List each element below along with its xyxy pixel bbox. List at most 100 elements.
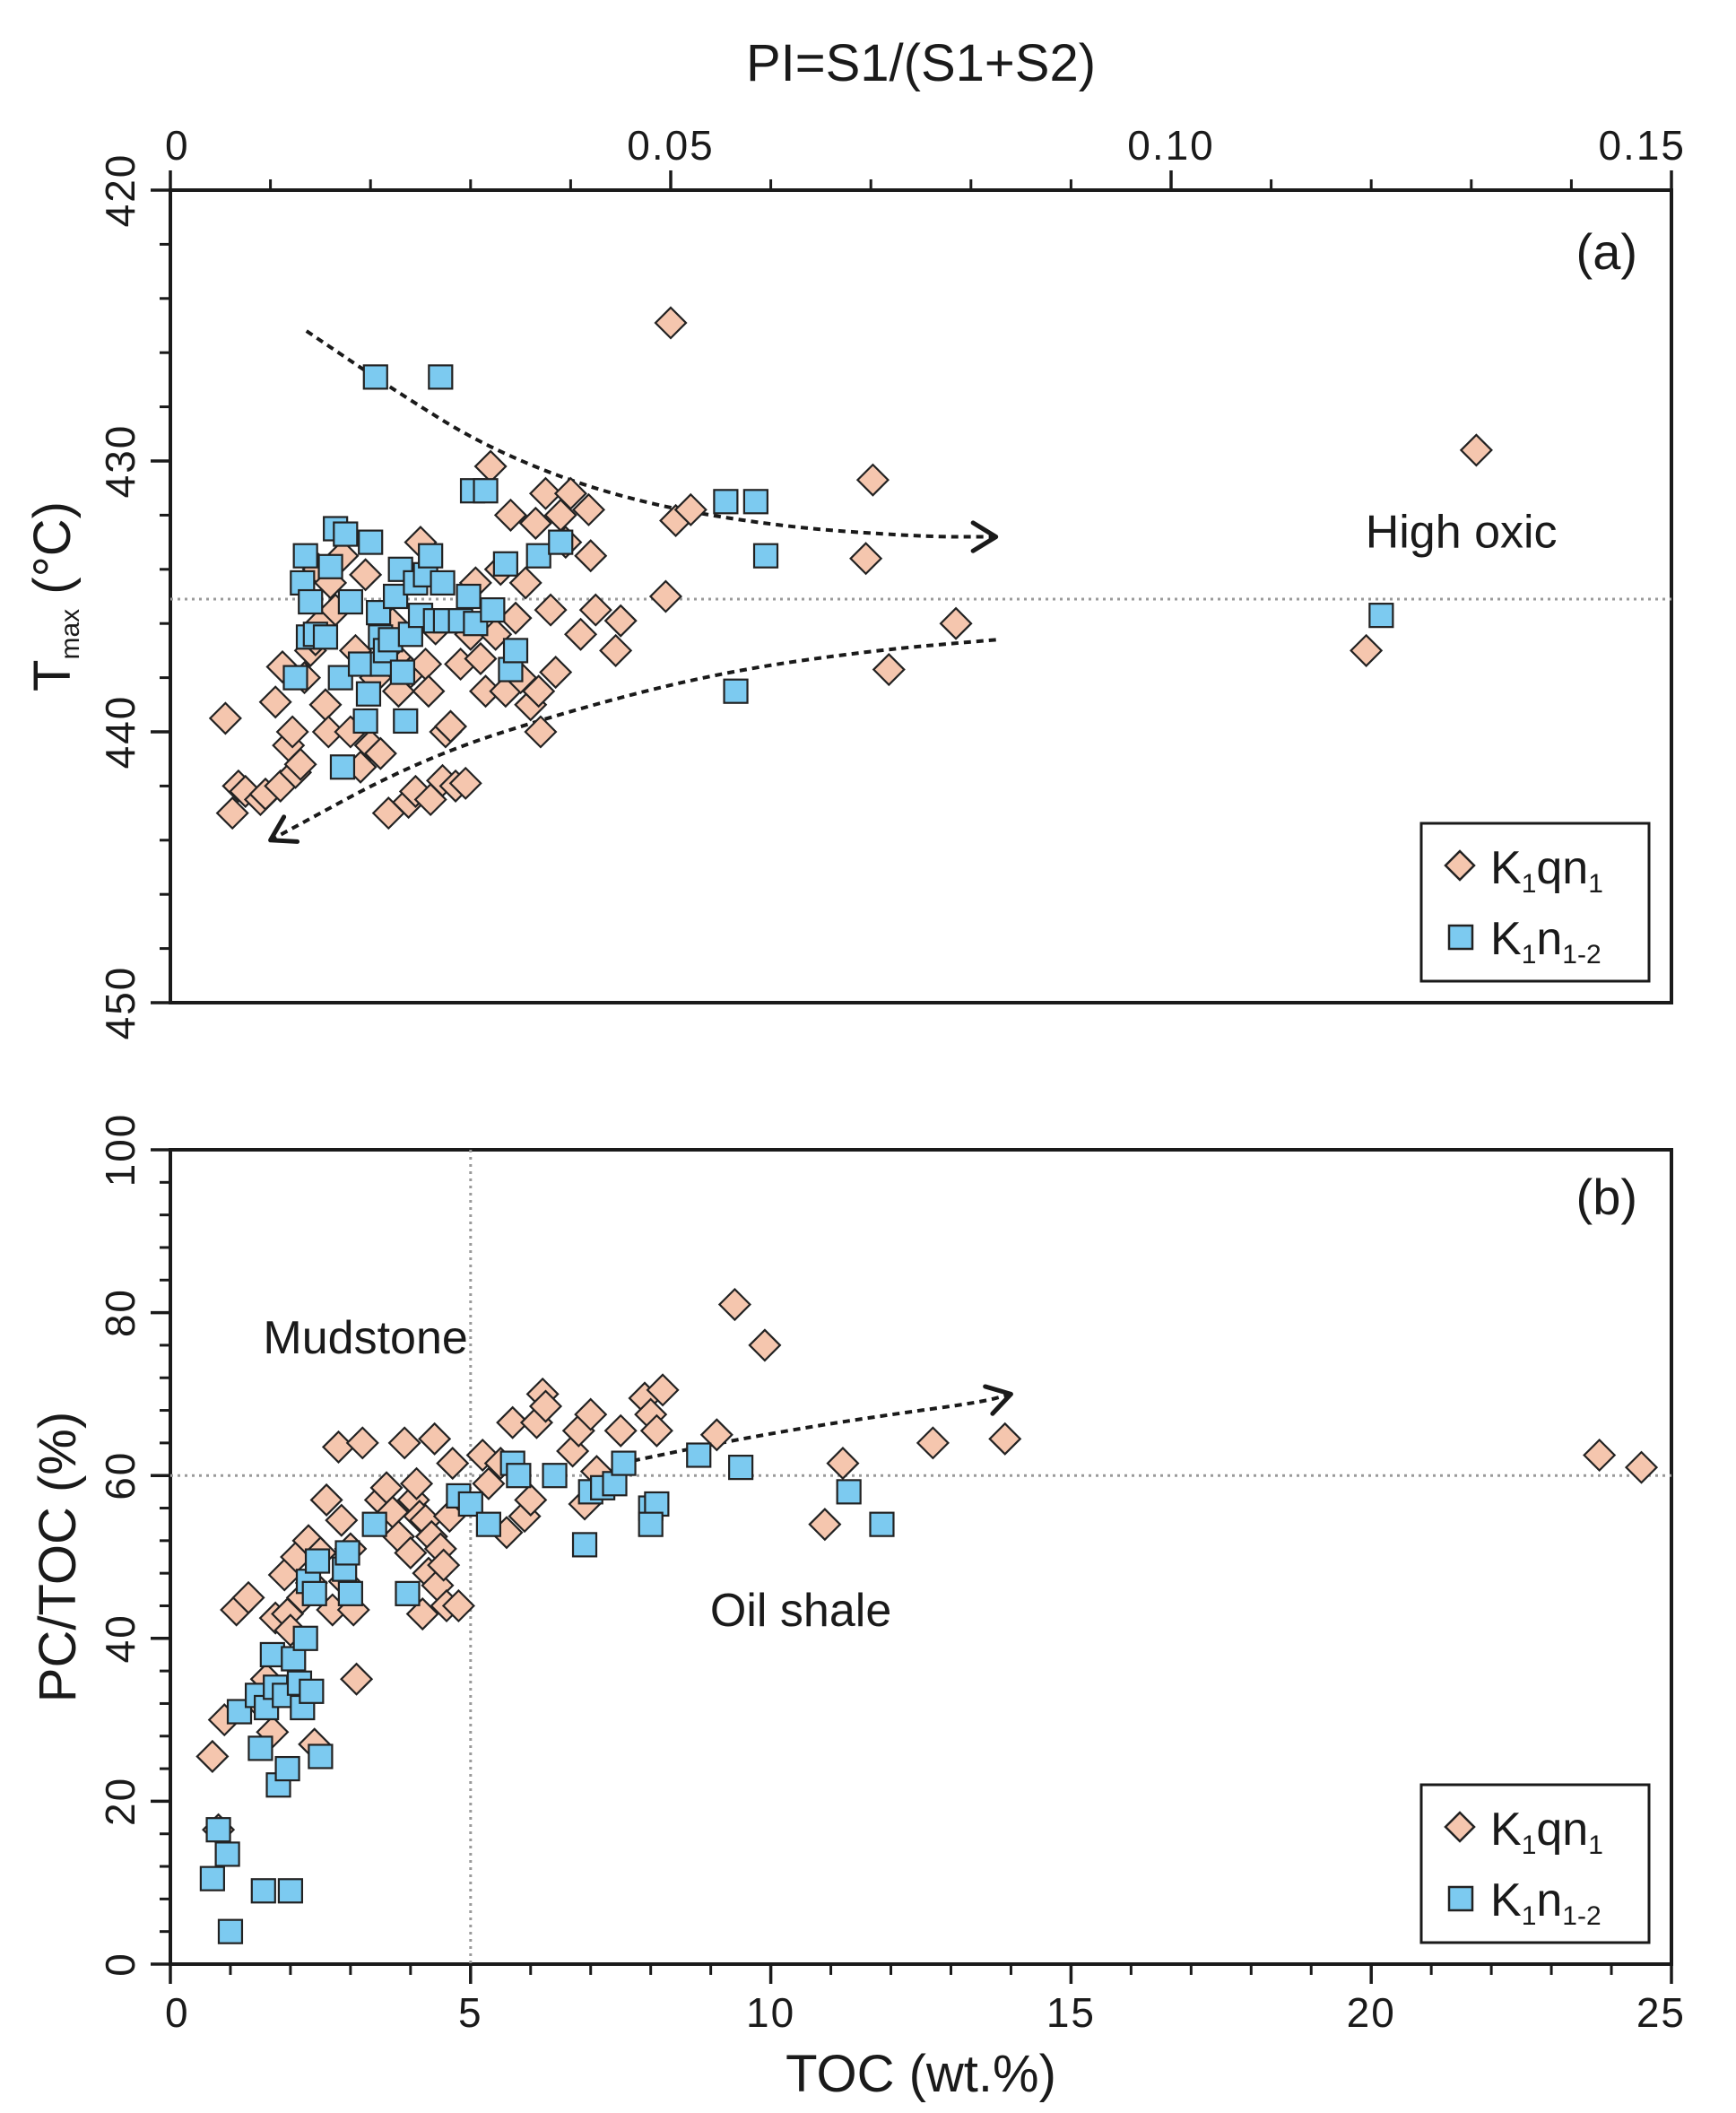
- y-tick-label: 0: [97, 1952, 143, 1977]
- point-k1qn1-diamond: [311, 715, 345, 749]
- point-k1qn1-diamond: [916, 1426, 950, 1460]
- trend-arrow-line: [305, 329, 996, 539]
- point-k1n12-square: [292, 543, 318, 569]
- point-k1n12-square: [475, 1511, 501, 1537]
- point-k1n12-square: [352, 708, 378, 735]
- point-k1n12-square: [542, 1463, 568, 1489]
- point-k1n12-square: [298, 588, 324, 615]
- legend-square-marker: [1447, 924, 1474, 951]
- point-k1qn1-diamond: [534, 593, 568, 627]
- point-k1qn1-diamond: [571, 492, 606, 526]
- point-k1n12-square: [492, 551, 518, 577]
- point-k1qn1-diamond: [275, 715, 309, 749]
- point-k1qn1-diamond: [654, 306, 688, 340]
- point-k1qn1-diamond: [394, 1535, 428, 1570]
- panel-b: 0 5 10 15 20 25 0 20 40 60 80 100 TOC (wt.%) PC/TOC…: [29, 1113, 1686, 2103]
- y-tick-label: 440: [97, 695, 143, 770]
- point-k1qn1-diamond: [988, 1422, 1022, 1456]
- point-k1n12-square: [250, 1878, 276, 1904]
- point-k1qn1-diamond: [1624, 1450, 1659, 1484]
- point-k1n12-square: [389, 659, 416, 685]
- point-k1n12-square: [308, 1743, 334, 1770]
- point-k1qn1-diamond: [448, 766, 482, 800]
- point-k1qn1-diamond: [564, 617, 598, 651]
- point-k1qn1-diamond: [553, 476, 587, 510]
- point-k1qn1-diamond: [399, 1466, 434, 1500]
- y-tick-label: 60: [97, 1451, 143, 1500]
- point-k1qn1-diamond: [340, 1662, 374, 1696]
- point-k1qn1-diamond: [1459, 433, 1493, 467]
- panel-b-legend-box: [1419, 1783, 1651, 1944]
- point-k1n12-square: [337, 1580, 363, 1606]
- point-k1qn1-diamond: [528, 476, 563, 510]
- point-k1n12-square: [362, 364, 388, 390]
- y-tick-label: 80: [97, 1288, 143, 1337]
- point-k1n12-square: [247, 1735, 273, 1761]
- point-k1qn1-diamond: [258, 685, 292, 719]
- trend-arrow-line: [269, 638, 996, 842]
- point-k1n12-square: [304, 1548, 331, 1574]
- panel-b-annotation-mudstone: Mudstone: [263, 1312, 467, 1364]
- point-k1qn1-diamond: [603, 1413, 638, 1448]
- panel-a-ticks: 0 0.05 0.10 0.15 420 430 440 450: [97, 122, 1686, 1039]
- point-k1n12-square: [329, 754, 356, 780]
- point-k1n12-square: [525, 543, 551, 569]
- panel-a-points: [208, 306, 1493, 830]
- point-k1n12-square: [299, 1678, 325, 1704]
- panel-a-x-axis-title: PI=S1/(S1+S2): [746, 34, 1096, 92]
- point-k1n12-square: [395, 1580, 421, 1606]
- point-k1qn1-diamond: [673, 492, 707, 526]
- point-k1qn1-diamond: [345, 1426, 379, 1460]
- x-tick-label: 25: [1636, 1989, 1686, 2036]
- legend-label-k1qn1: K1qn1: [1490, 842, 1603, 899]
- x-tick-label: 15: [1046, 1989, 1096, 2036]
- y-tick-label: 20: [97, 1777, 143, 1826]
- point-k1n12-square: [361, 1511, 387, 1537]
- point-k1qn1-diamond: [528, 1389, 563, 1423]
- point-k1n12-square: [277, 1878, 304, 1904]
- point-k1qn1-diamond: [309, 1483, 343, 1517]
- point-k1qn1-diamond: [387, 1426, 421, 1460]
- point-k1n12-square: [393, 708, 419, 735]
- panel-b-y-axis-title: PC/TOC (%): [29, 1412, 87, 1702]
- point-k1qn1-diamond: [325, 1503, 359, 1537]
- panel-a-legend: K1qn1 K1n1-2: [1419, 822, 1651, 983]
- panel-b-x-axis-title: TOC (wt.%): [786, 2045, 1056, 2103]
- point-k1n12-square: [301, 1580, 327, 1606]
- point-k1n12-square: [456, 583, 482, 610]
- panel-a-legend-box: [1419, 822, 1651, 983]
- point-k1n12-square: [473, 478, 499, 504]
- point-k1qn1-diamond: [231, 1580, 265, 1614]
- point-k1n12-square: [259, 1641, 285, 1668]
- point-k1n12-square: [199, 1865, 225, 1891]
- point-k1n12-square: [728, 1455, 754, 1481]
- panel-a-tag: (a): [1576, 223, 1637, 280]
- point-k1qn1-diamond: [808, 1508, 842, 1542]
- point-k1qn1-diamond: [1583, 1438, 1617, 1473]
- point-k1qn1-diamond: [849, 542, 883, 576]
- point-k1n12-square: [347, 651, 374, 677]
- point-k1qn1-diamond: [646, 1373, 680, 1407]
- panel-a-frame: [169, 188, 1673, 1004]
- point-k1qn1-diamond: [441, 1588, 475, 1623]
- point-k1qn1-diamond: [518, 506, 552, 541]
- point-k1qn1-diamond: [939, 606, 973, 640]
- point-k1qn1-diamond: [855, 463, 890, 497]
- point-k1qn1-diamond: [603, 604, 638, 638]
- point-k1n12-square: [480, 596, 506, 623]
- point-k1qn1-diamond: [493, 498, 527, 532]
- legend-diamond-marker: [1444, 849, 1476, 882]
- x-tick-label: 0.15: [1598, 122, 1686, 169]
- y-tick-label: 420: [97, 153, 143, 228]
- point-k1qn1-diamond: [499, 601, 533, 635]
- x-tick-label: 0: [165, 122, 190, 169]
- point-k1n12-square: [686, 1442, 712, 1468]
- point-k1n12-square: [430, 570, 456, 596]
- trend-arrow-head: [983, 1384, 1013, 1416]
- point-k1n12-square: [742, 489, 768, 515]
- point-k1qn1-diamond: [522, 674, 556, 709]
- point-k1n12-square: [317, 553, 343, 579]
- point-k1qn1-diamond: [1350, 633, 1384, 667]
- point-k1n12-square: [869, 1511, 895, 1537]
